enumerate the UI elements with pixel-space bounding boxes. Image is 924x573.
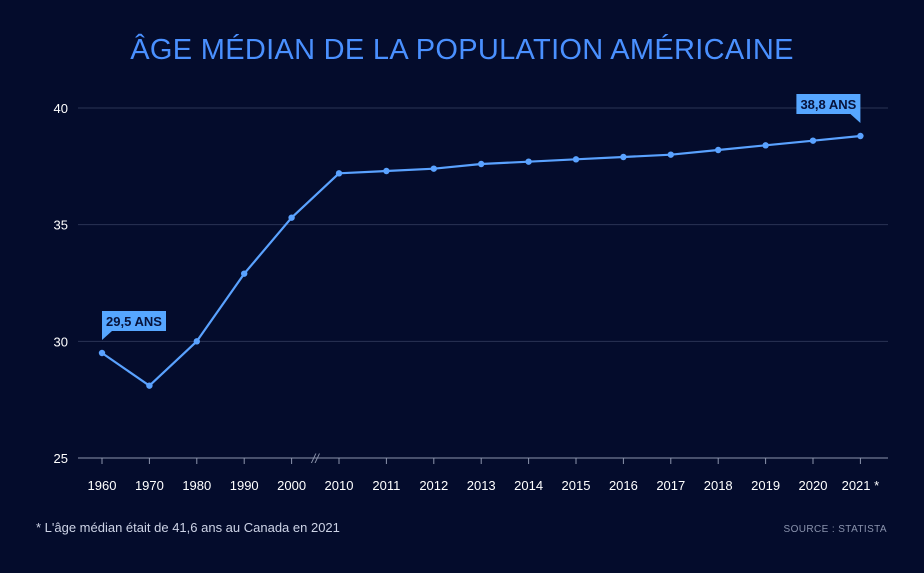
data-point	[572, 156, 580, 163]
annotation-pointer	[850, 114, 861, 123]
x-tick-label: 2014	[514, 478, 543, 493]
x-tick-label: 2019	[751, 478, 780, 493]
x-tick-label: 2021 *	[842, 478, 880, 493]
annotation-box	[796, 94, 861, 114]
axis-break-mark: //	[311, 451, 321, 466]
data-point	[809, 137, 817, 144]
chart-title: ÂGE MÉDIAN DE LA POPULATION AMÉRICAINE	[130, 34, 794, 66]
data-point	[430, 165, 437, 172]
data-point	[762, 142, 769, 149]
x-tick-label: 1970	[135, 478, 164, 493]
x-tick-label: 2020	[799, 478, 828, 493]
x-tick-label: 1980	[182, 478, 211, 493]
x-tick-label: 2012	[419, 478, 448, 493]
x-tick-label: 2017	[656, 478, 685, 493]
y-tick-label: 40	[54, 101, 68, 116]
annotation-box	[102, 311, 166, 331]
data-point	[667, 151, 674, 158]
data-point	[241, 270, 248, 277]
series-line	[101, 134, 861, 387]
x-tick-label: 2013	[467, 478, 496, 493]
data-point	[478, 160, 485, 168]
x-tick-label: 2015	[562, 478, 591, 493]
x-tick-label: 1960	[88, 478, 117, 493]
annotation-label: 38,8 ANS	[800, 97, 856, 112]
x-tick-label: 2011	[372, 478, 400, 493]
data-point	[335, 170, 343, 177]
data-point	[193, 338, 200, 345]
x-tick-label: 2010	[325, 478, 354, 493]
x-tick-label: 2000	[277, 478, 306, 493]
y-tick-label: 35	[54, 218, 68, 233]
annotation-pointer	[102, 331, 112, 340]
footnote: * L'âge médian était de 41,6 ans au Cana…	[36, 520, 340, 535]
annotation-label: 29,5 ANS	[106, 314, 162, 329]
y-tick-label: 30	[54, 334, 68, 349]
data-point	[146, 382, 153, 389]
source-credit: SOURCE : STATISTA	[783, 524, 887, 535]
data-point	[383, 167, 390, 175]
y-tick-label: 25	[54, 451, 68, 466]
data-point	[525, 158, 532, 165]
data-point	[288, 214, 295, 221]
x-tick-label: 2016	[609, 478, 638, 493]
data-point	[715, 146, 722, 154]
data-point	[98, 349, 106, 357]
x-tick-label: 2018	[704, 478, 733, 493]
data-point	[620, 153, 627, 161]
data-point	[857, 132, 864, 140]
x-tick-label: 1990	[230, 478, 259, 493]
